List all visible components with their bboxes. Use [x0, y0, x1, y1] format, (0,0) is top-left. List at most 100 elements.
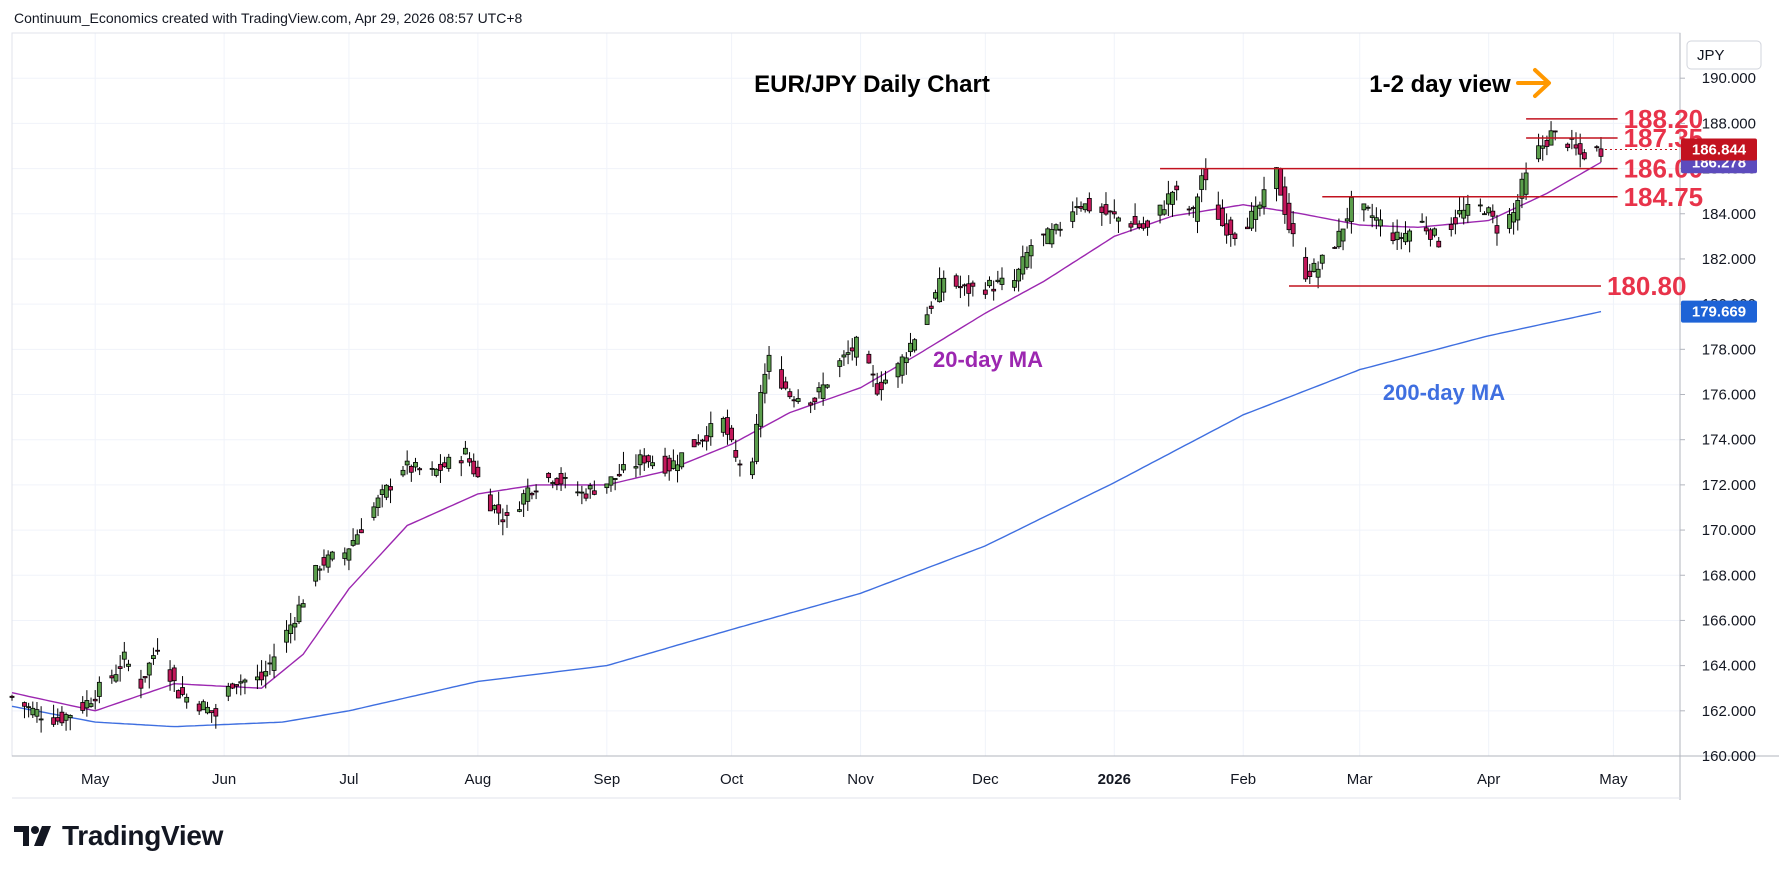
currency-label-box[interactable]: JPY	[1686, 40, 1762, 70]
candle-down	[1190, 207, 1196, 209]
candle-down	[808, 402, 814, 406]
candle-up	[1012, 280, 1017, 288]
candle-down	[970, 282, 976, 287]
candle-up	[255, 676, 260, 681]
candle-up	[853, 336, 859, 358]
candle-up	[937, 278, 942, 303]
candle-up	[1461, 209, 1467, 219]
candle-down	[471, 460, 477, 475]
ma200-line	[11, 310, 1602, 728]
candle-up	[492, 505, 497, 510]
candle-down	[737, 463, 743, 466]
candle-up	[1515, 200, 1521, 221]
candle-up	[999, 277, 1005, 285]
candle-down	[504, 512, 510, 516]
candle-up	[1523, 172, 1529, 195]
y-tick-label: 168.000	[1702, 567, 1756, 584]
candle-up	[34, 709, 40, 717]
candle-down	[1186, 208, 1192, 211]
candle-up	[912, 339, 918, 351]
candle-up	[1457, 210, 1462, 215]
candle-down	[1303, 256, 1309, 280]
candle-down	[1436, 240, 1442, 248]
y-tick-label: 190.000	[1702, 70, 1756, 87]
candle-down	[700, 439, 705, 442]
y-tick-label: 172.000	[1702, 477, 1756, 494]
candle-down	[1215, 204, 1221, 220]
candle-up	[462, 447, 468, 455]
candle-down	[729, 427, 735, 441]
candle-up	[271, 656, 277, 671]
tradingview-logo-text: TradingView	[62, 820, 224, 851]
candle-down	[779, 369, 784, 389]
candle-down	[704, 435, 710, 442]
candle-down	[55, 717, 61, 722]
x-tick-label: Nov	[847, 771, 874, 788]
candle-down	[1573, 144, 1579, 149]
last-price-badge-text: 186.844	[1692, 141, 1747, 158]
candle-up	[579, 491, 585, 494]
candle-up	[679, 452, 685, 468]
candle-down	[1552, 130, 1558, 133]
candle-up	[633, 466, 639, 469]
candle-down	[359, 529, 364, 534]
candle-down	[1332, 247, 1338, 249]
candle-up	[987, 279, 992, 287]
candle-up	[1049, 229, 1055, 245]
candle-up	[26, 706, 32, 709]
candle-up	[637, 454, 643, 466]
candle-down	[583, 493, 589, 499]
candle-down	[962, 284, 967, 287]
candle-up	[1261, 189, 1267, 208]
candle-up	[284, 629, 289, 643]
candle-down	[646, 455, 651, 463]
candle-down	[230, 683, 235, 689]
ma20-line	[11, 161, 1602, 712]
candle-up	[63, 714, 69, 721]
candle-up	[908, 342, 913, 353]
candle-up	[350, 540, 356, 546]
candle-down	[1428, 229, 1433, 240]
candle-up	[1432, 228, 1437, 236]
ma20-label: 20-day MA	[933, 347, 1043, 372]
candle-up	[1477, 204, 1483, 207]
candle-up	[924, 314, 930, 325]
candle-down	[1132, 215, 1138, 225]
candle-up	[225, 686, 231, 697]
candle-up	[1070, 211, 1076, 222]
candle-down	[1078, 206, 1084, 209]
candle-down	[1286, 202, 1292, 231]
candle-up	[562, 477, 568, 479]
candle-up	[612, 478, 618, 480]
candle-up	[608, 476, 614, 486]
candle-up	[895, 363, 901, 378]
candle-up	[96, 681, 102, 697]
candle-up	[446, 456, 452, 469]
candle-up	[1165, 193, 1171, 205]
candle-down	[92, 698, 98, 702]
candle-down	[408, 466, 414, 473]
candle-up	[1369, 215, 1375, 218]
candle-up	[650, 462, 655, 467]
candle-down	[496, 504, 502, 514]
candle-down	[109, 675, 115, 679]
candle-down	[487, 494, 493, 512]
candle-up	[517, 509, 522, 512]
candle-up	[1407, 230, 1413, 242]
y-tick-label: 162.000	[1702, 703, 1756, 720]
candle-up	[151, 655, 156, 660]
candle-down	[1278, 168, 1284, 196]
candle-down	[1390, 232, 1396, 241]
candle-up	[1082, 203, 1088, 211]
candle-up	[604, 483, 610, 489]
candle-up	[670, 460, 676, 469]
candle-down	[155, 649, 160, 652]
candle-down	[1174, 185, 1180, 191]
currency-label: JPY	[1697, 47, 1725, 64]
y-tick-label: 174.000	[1702, 432, 1756, 449]
tradingview-logo[interactable]: TradingView	[14, 820, 223, 852]
candle-up	[1465, 203, 1471, 216]
candle-up	[267, 662, 273, 665]
x-tick-label: Aug	[465, 771, 492, 788]
